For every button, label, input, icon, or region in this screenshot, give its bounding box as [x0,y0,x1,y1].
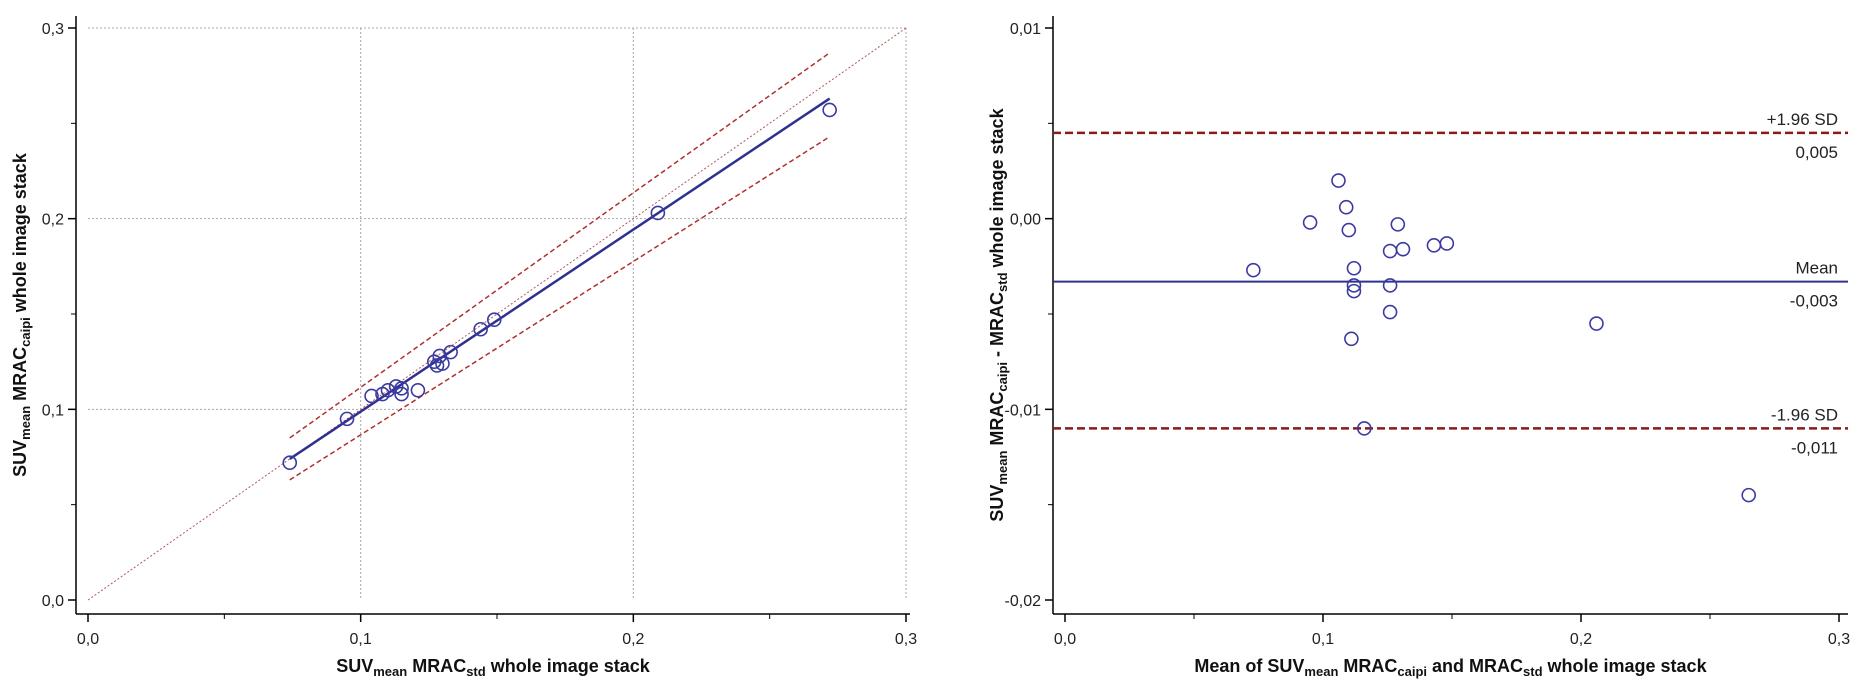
data-point [380,382,396,398]
data-point [282,455,298,471]
data-point [1395,241,1411,257]
data-point [410,382,426,398]
data-point [339,411,355,427]
data-point [1382,278,1398,293]
confidence-lower-line [289,136,831,481]
data-point [1302,215,1318,230]
data-point [394,386,409,402]
data-point [1338,199,1354,215]
data-point [1390,217,1406,232]
mean-value-label: -0,003 [1790,292,1838,311]
data-point [1246,262,1261,278]
scatter-plot-left: 0,0 0,1 0,2 0,3 0,0 0,1 0,2 0,3 SUVmean MRACstd … [10,16,917,679]
y-tick-label: 0,1 [42,402,64,419]
data-point [1426,238,1442,253]
data-point [1344,331,1359,347]
y-tick-label: 0,0 [42,593,64,610]
data-point [1341,222,1357,238]
x-tick-label: 0,3 [895,631,917,648]
data-point [364,388,379,404]
x-axis-label: Mean of SUVmean MRACcaipi and MRACstd wh… [1194,656,1707,679]
data-point [1346,278,1362,293]
y-tick-label: -0,02 [1005,593,1042,610]
data-point [473,321,488,337]
y-tick-label: 0,00 [1010,212,1041,229]
y-tick-label: 0,3 [42,21,64,38]
data-point [1439,236,1455,251]
data-point [1331,173,1346,188]
x-tick-label: 0,0 [77,631,99,648]
upper-sd-value-label: 0,005 [1795,143,1838,162]
data-point [1382,243,1398,259]
data-point [1382,304,1398,320]
x-tick-label: 0,2 [622,631,644,648]
data-point [1346,260,1362,276]
data-point [822,102,837,118]
regression-line [289,97,831,460]
data-point [1589,316,1604,331]
y-axis-label: SUVmean MRACcaipi - MRACstd whole image … [987,107,1010,521]
x-tick-label: 0,2 [1570,631,1592,648]
data-point [443,344,458,360]
lower-sd-value-label: -0,011 [1791,438,1838,457]
data-point [394,381,409,396]
y-axis-label: SUVmean MRACcaipi whole image stack [10,152,33,477]
lower-sd-label: -1.96 SD [1771,405,1838,424]
y-tick-label: 0,2 [42,212,64,229]
data-point [486,312,502,328]
data-point [650,205,666,221]
bland-altman-plot-right: 0,0 0,1 0,2 0,3 -0,02 -0,01 0,00 0,01 +1.96 SD 0,… [987,16,1850,679]
data-point [1356,421,1372,436]
x-tick-label: 0,1 [1312,631,1334,648]
data-point [435,356,450,371]
data-point [1741,487,1756,503]
y-tick-label: -0,01 [1005,402,1042,419]
x-tick-label: 0,1 [350,631,372,648]
x-tick-label: 0,3 [1828,631,1850,648]
mean-label: Mean [1795,259,1838,278]
confidence-upper-line [289,52,831,439]
x-tick-label: 0,0 [1054,631,1076,648]
data-point [1346,283,1362,299]
x-axis-label: SUVmean MRACstd whole image stack [336,656,651,679]
y-tick-label: 0,01 [1010,21,1041,38]
upper-sd-label: +1.96 SD [1767,110,1838,129]
